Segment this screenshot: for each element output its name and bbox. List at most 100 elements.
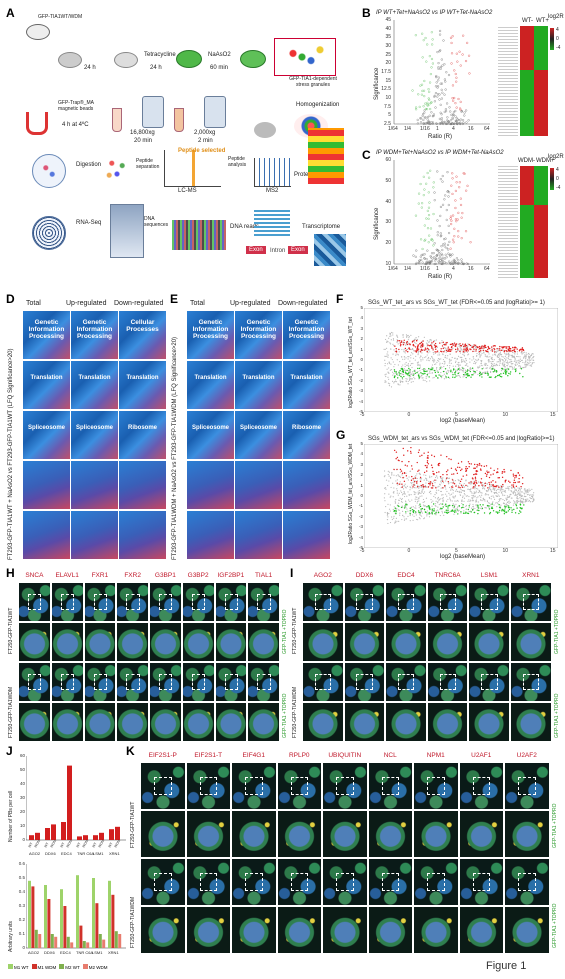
ma-point	[491, 360, 494, 363]
bar-series-label: WDM	[33, 839, 41, 849]
ma-point	[459, 352, 462, 354]
ma-point-up	[401, 472, 404, 475]
ma-point-up	[487, 487, 489, 489]
ma-point	[497, 488, 499, 491]
ma-point	[389, 496, 391, 498]
ma-point	[399, 379, 401, 381]
y-tick-label: 10	[385, 95, 391, 101]
ma-point	[386, 341, 388, 343]
volcano-point	[417, 192, 421, 195]
volcano-point	[437, 76, 440, 79]
ma-point-down	[453, 506, 456, 508]
ma-point	[450, 489, 452, 491]
ma-point	[485, 371, 487, 373]
ma-point	[477, 366, 479, 368]
ma-point-up	[415, 350, 418, 353]
ma-point	[410, 381, 412, 383]
volcano-point	[430, 260, 434, 263]
volcano-point	[416, 122, 419, 125]
ma-point-up	[492, 345, 495, 347]
ma-point	[530, 497, 532, 500]
ma-point-down	[418, 367, 421, 370]
y-tick-label: -5	[358, 545, 363, 550]
ma-point	[482, 488, 484, 490]
voronoi-treemap-cell: Genetic Information Processing	[234, 310, 283, 360]
ma-point	[464, 364, 467, 366]
y-tick-label: 0.3	[18, 903, 25, 908]
ma-point	[457, 485, 460, 487]
ma-point	[490, 361, 492, 363]
ma-point	[475, 487, 478, 490]
ma-point	[458, 479, 460, 481]
dendrogram-c	[498, 166, 518, 278]
ma-point	[452, 503, 454, 505]
ma-point	[450, 482, 452, 484]
y-tick-label: 2.5	[384, 121, 391, 127]
ma-point-down	[426, 373, 429, 376]
ma-point	[392, 338, 395, 340]
ma-point	[490, 485, 493, 487]
ma-point	[407, 510, 409, 512]
ma-point	[526, 490, 528, 492]
volcano-point	[447, 252, 450, 255]
volcano-point	[430, 101, 433, 104]
voronoi-treemap-cell: Genetic Information Processing	[282, 310, 331, 360]
ma-point	[392, 361, 394, 363]
micrograph-zoom	[414, 907, 458, 953]
ma-point	[408, 499, 410, 501]
ma-point	[520, 487, 522, 489]
ma-point	[431, 476, 433, 478]
ma-point	[504, 494, 506, 496]
ma-point	[438, 485, 440, 487]
volcano-point	[420, 258, 423, 262]
ma-point	[496, 356, 499, 358]
bar-pb-AGO2-WT	[29, 835, 34, 840]
ma-point	[407, 365, 410, 367]
ma-point	[386, 340, 388, 342]
ma-point	[527, 498, 529, 500]
ma-point	[399, 384, 401, 386]
ma-plot-g	[364, 444, 558, 548]
ma-point-up	[486, 472, 489, 474]
x-tick-label: 64	[484, 126, 490, 132]
ma-point-down	[473, 511, 475, 514]
ma-point	[532, 494, 535, 496]
bar-au-LSM1-M1-WT	[92, 878, 95, 948]
ma-point	[388, 508, 391, 510]
ma-point	[405, 357, 407, 359]
volcano-point	[454, 102, 457, 105]
ma-point-up	[450, 458, 452, 461]
ma-point	[428, 516, 431, 518]
ma-point-up	[498, 486, 500, 488]
ma-point	[443, 363, 445, 365]
ms2-label: MS2	[266, 188, 279, 194]
ma-point-up	[450, 486, 453, 488]
ma-point	[486, 494, 488, 496]
ma-point	[412, 362, 414, 365]
volcano-point	[459, 118, 462, 121]
ma-point	[503, 365, 505, 367]
ma-point	[483, 351, 485, 353]
voronoi-treemap-cell	[118, 510, 167, 560]
ma-point-down	[473, 370, 475, 373]
reads-stack	[254, 210, 290, 236]
volcano-point	[440, 119, 443, 122]
ma-point	[441, 478, 443, 480]
ma-point	[484, 500, 486, 502]
ma-point-down	[515, 504, 518, 507]
volcano-point	[431, 62, 435, 65]
ma-point	[401, 498, 403, 500]
ma-point	[519, 491, 521, 493]
ma-point-up	[442, 473, 444, 476]
ma-point	[395, 521, 397, 524]
panel-e: Total Up-regulated Down-regulated FT293-…	[172, 300, 332, 562]
ma-point	[389, 342, 391, 344]
micrograph-overview	[215, 583, 247, 621]
volcano-point	[443, 63, 446, 66]
ma-point	[396, 490, 398, 492]
legend-label: M2 WT	[65, 965, 80, 970]
ma-point-up	[499, 349, 501, 352]
voronoi-treemap-cell	[186, 510, 235, 560]
micrograph-zoom	[182, 623, 214, 661]
ma-point	[432, 360, 435, 362]
